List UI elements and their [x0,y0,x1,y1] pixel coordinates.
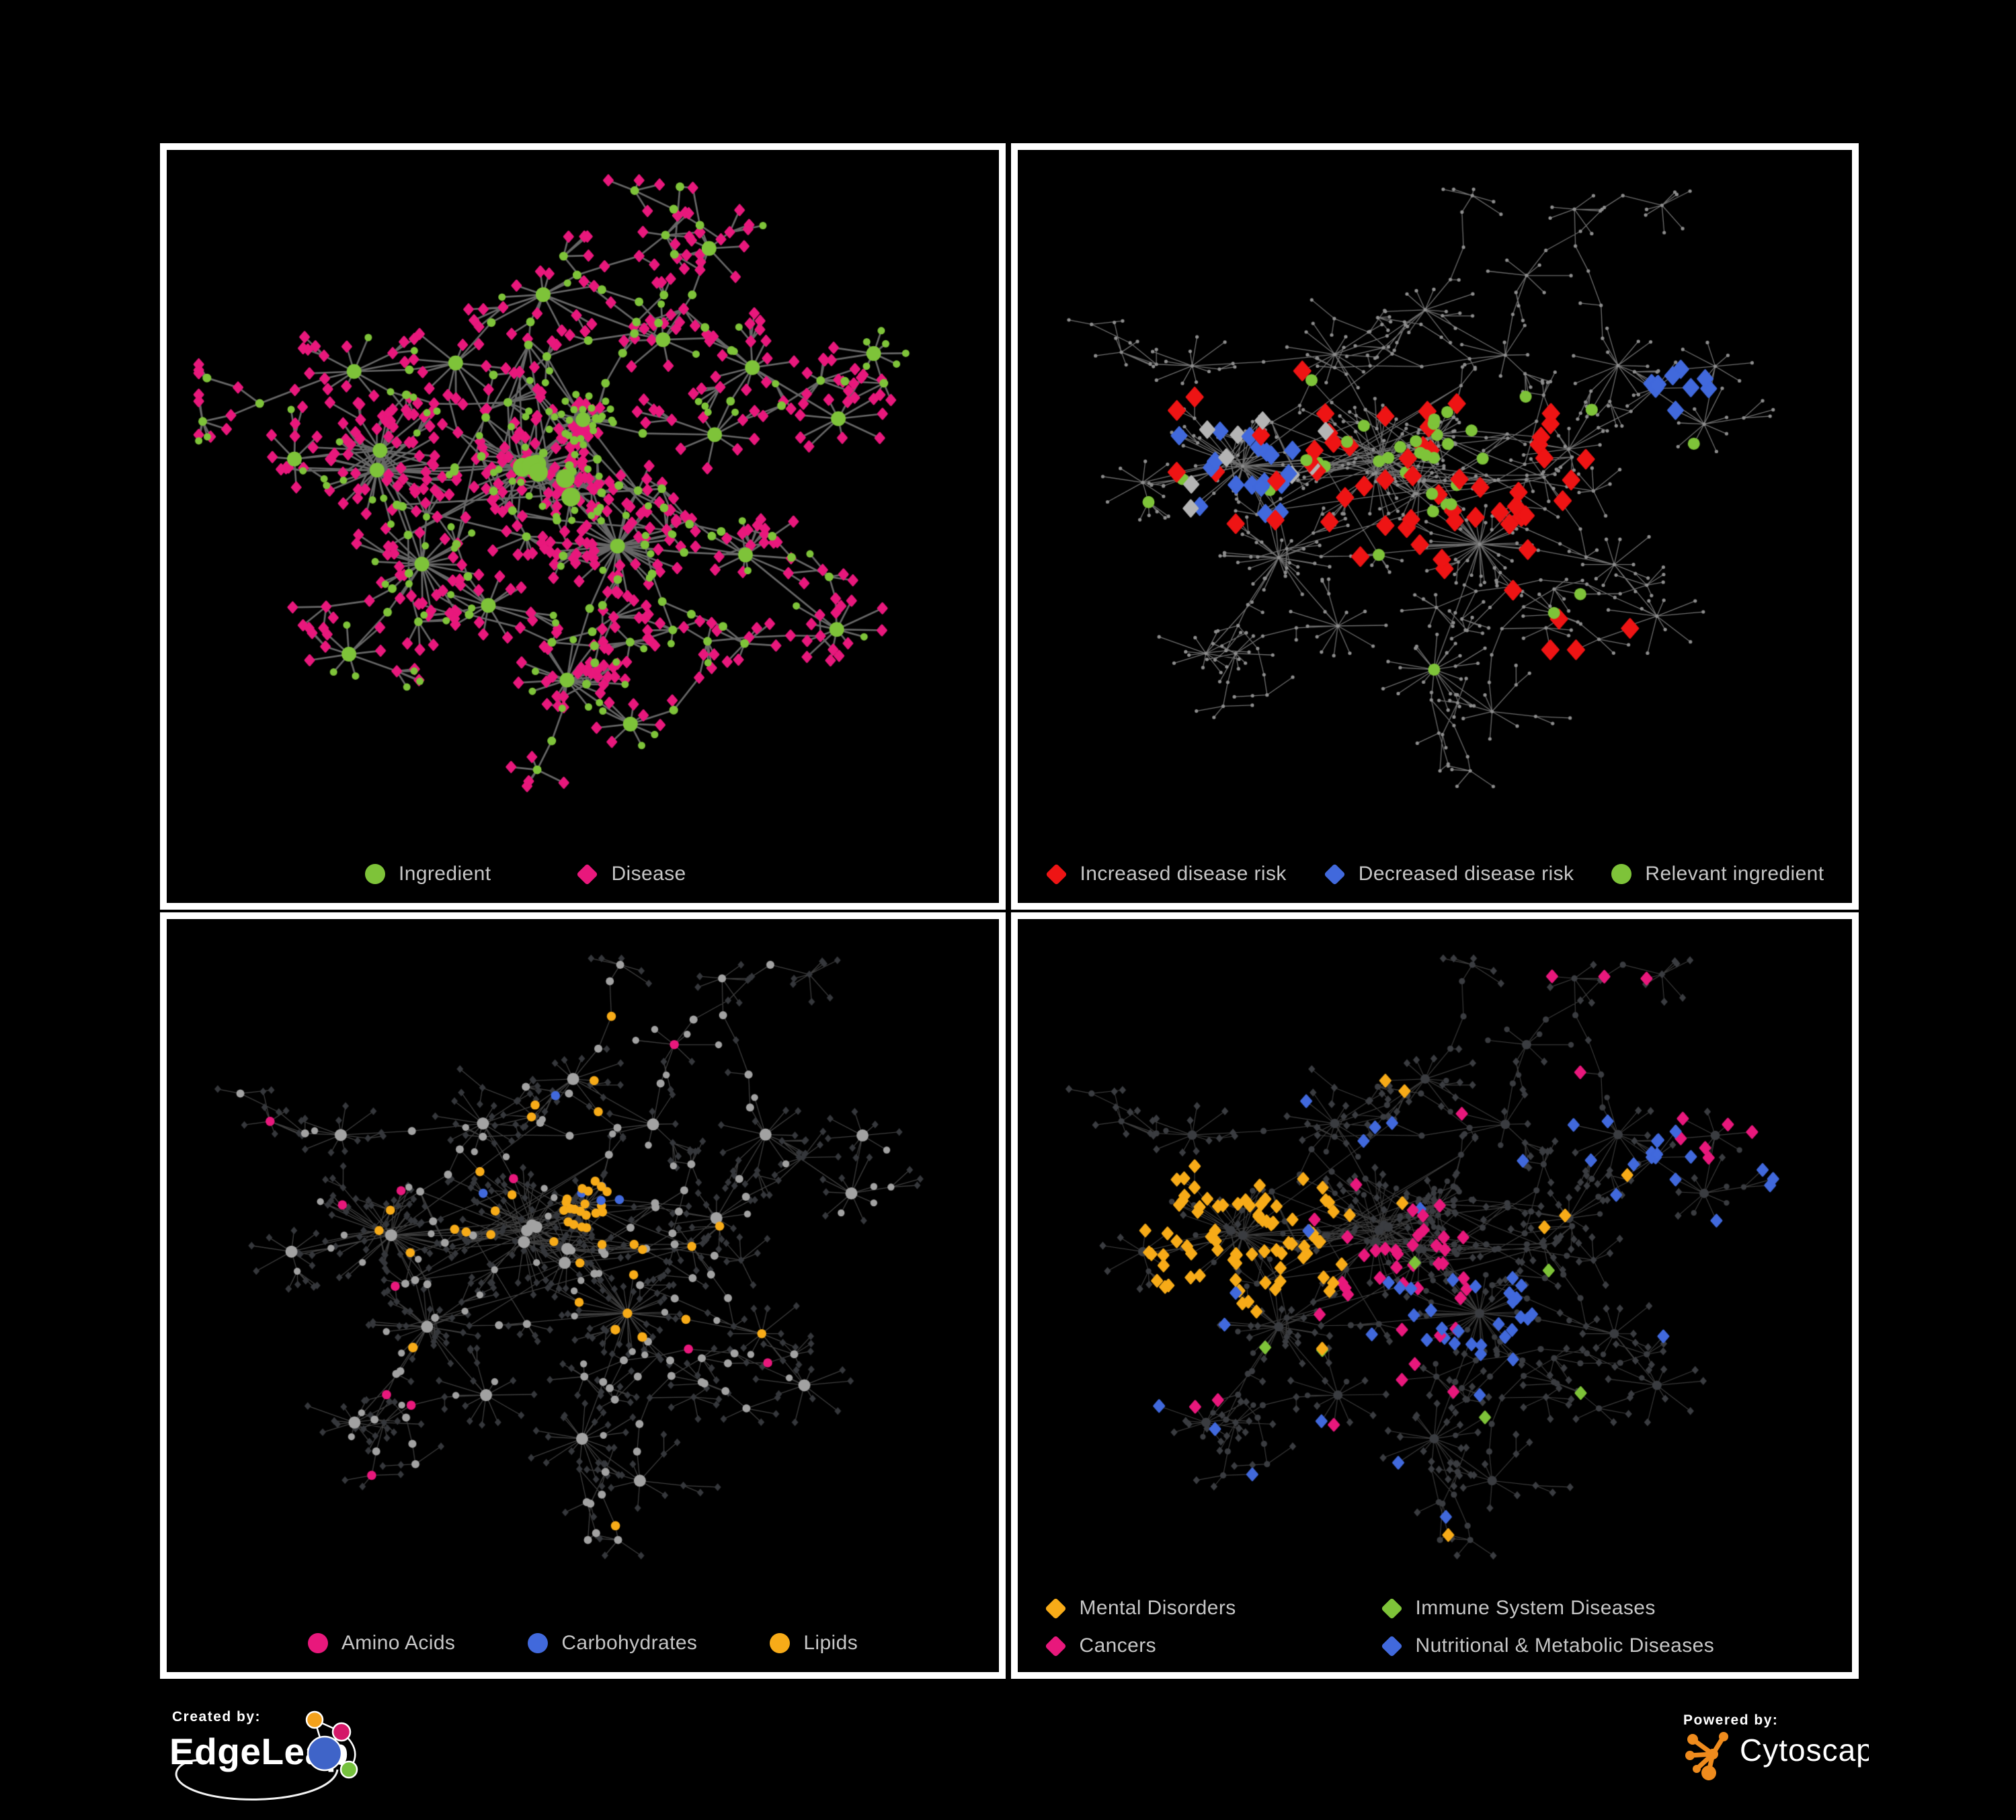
legend-item-ingredient: Ingredient [365,863,491,885]
legend-item-cancers: Cancers [1044,1634,1381,1657]
legend-label-mental-disorders: Mental Disorders [1079,1597,1236,1619]
legend-label-amino-acids: Amino Acids [341,1632,456,1654]
edgeleap-network-glyph [305,1710,358,1779]
disease-risk-network-canvas [1018,150,1852,829]
ingredient-disease-network-canvas [167,150,999,829]
disease-swatch-icon [576,863,599,885]
legend-label-decreased-risk: Decreased disease risk [1358,863,1574,885]
legend-item-relevant-ingredient: Relevant ingredient [1611,863,1824,885]
legend-item-carbohydrates: Carbohydrates [528,1632,697,1655]
legend-label-nutritional-diseases: Nutritional & Metabolic Diseases [1415,1634,1715,1657]
mental-disorders-swatch-icon [1044,1597,1067,1620]
disease-class-network-canvas [1018,919,1852,1598]
relevant-ingredient-swatch-icon [1611,864,1632,884]
legend-label-cancers: Cancers [1079,1634,1157,1657]
edgeleap-logo-icon: Created by: EdgeLeap [169,1709,358,1801]
powered-by-label: Powered by: [1683,1712,1778,1728]
legend-item-decreased-risk: Decreased disease risk [1324,863,1574,885]
amino-acids-swatch-icon [307,1633,328,1653]
nutritional-diseases-swatch-icon [1380,1634,1403,1657]
legend-label-increased-risk: Increased disease risk [1080,863,1287,885]
cytoscape-wordmark: Cytoscape [1740,1733,1869,1768]
legend-disease-risk: Increased disease risk Decreased disease… [1018,863,1852,885]
legend-item-increased-risk: Increased disease risk [1045,863,1287,885]
legend-label-carbohydrates: Carbohydrates [561,1632,698,1654]
ingredient-swatch-icon [365,864,385,884]
increased-risk-swatch-icon [1045,863,1067,885]
decreased-risk-swatch-icon [1324,863,1346,885]
legend-label-lipids: Lipids [803,1632,858,1654]
cytoscape-network-glyph [1685,1732,1728,1780]
cancers-swatch-icon [1044,1634,1067,1657]
legend-item-disease: Disease [576,863,686,885]
panel-disease-risk: Increased disease risk Decreased disease… [1011,143,1859,910]
cytoscape-logo-icon: Powered by: Cytoscape [1683,1712,1891,1780]
legend-item-amino-acids: Amino Acids [307,1632,456,1655]
panel-ingredient-disease: Ingredient Disease [160,143,1006,910]
carbohydrates-swatch-icon [528,1633,549,1653]
ingredient-class-network-canvas [167,919,999,1598]
immune-diseases-swatch-icon [1380,1597,1403,1620]
edgeleap-logo: Created by: EdgeLeap [161,1705,383,1809]
legend-item-nutritional-diseases: Nutritional & Metabolic Diseases [1380,1634,1825,1657]
legend-ingredient-disease: Ingredient Disease [167,863,999,885]
legend-label-immune-diseases: Immune System Diseases [1415,1597,1656,1619]
created-by-label: Created by: [172,1709,261,1725]
legend-label-disease: Disease [611,863,686,885]
legend-ingredient-classes: Amino Acids Carbohydrates Lipids [167,1632,999,1655]
panel-disease-classes: Mental Disorders Immune System Diseases … [1011,912,1859,1679]
legend-label-ingredient: Ingredient [399,863,491,885]
figure-grid: Ingredient Disease Increased disease ris… [160,143,1859,1679]
lipids-swatch-icon [770,1633,791,1653]
legend-label-relevant-ingredient: Relevant ingredient [1645,863,1824,885]
legend-disease-classes: Mental Disorders Immune System Diseases … [1018,1597,1852,1657]
edgeleap-swoosh [175,1759,339,1801]
legend-item-lipids: Lipids [770,1632,858,1655]
legend-item-immune-diseases: Immune System Diseases [1380,1597,1825,1620]
cytoscape-logo: Powered by: Cytoscape [1681,1711,1891,1785]
panel-ingredient-classes: Amino Acids Carbohydrates Lipids [160,912,1006,1679]
legend-item-mental-disorders: Mental Disorders [1044,1597,1381,1620]
